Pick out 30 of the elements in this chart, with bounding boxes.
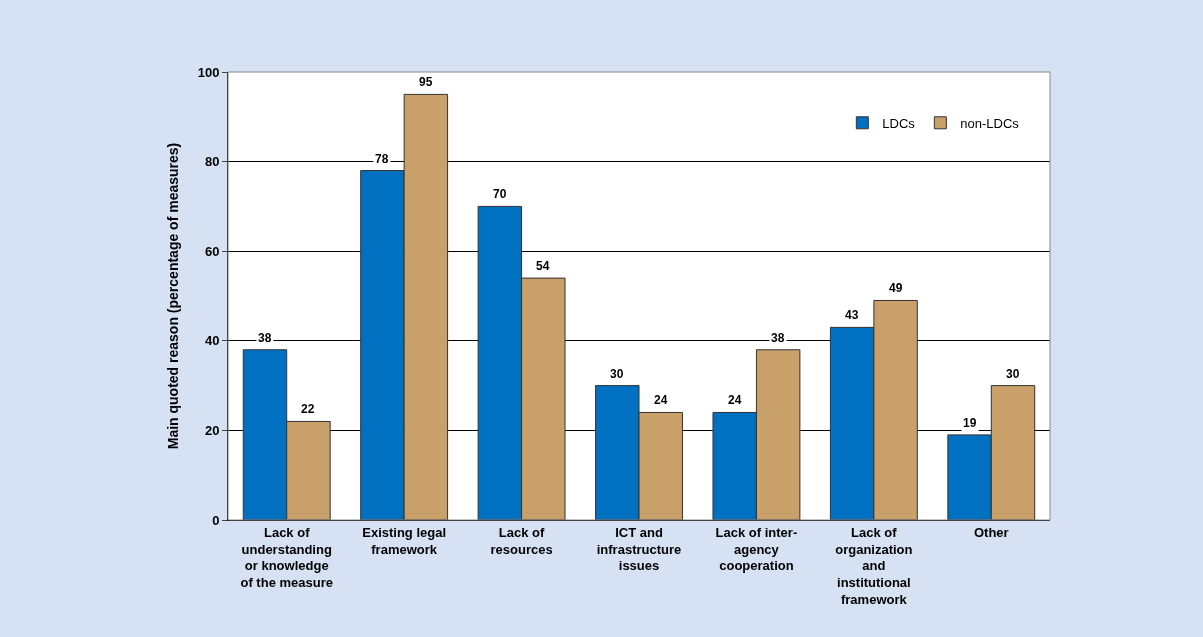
data-label: 24	[654, 393, 668, 407]
data-label: 38	[258, 331, 272, 345]
data-label: 43	[845, 308, 859, 322]
x-tick-label: Lack of understanding or knowledge of the measure	[240, 524, 333, 591]
x-tick-label: Existing legal framework	[362, 524, 447, 557]
data-label: 54	[536, 259, 550, 273]
x-tick-label: Other	[973, 524, 1009, 540]
data-label: 22	[301, 402, 315, 416]
y-tick-label: 80	[204, 154, 220, 170]
data-label: 70	[493, 187, 507, 201]
data-label: 30	[610, 367, 624, 381]
y-tick-label: 60	[204, 243, 220, 259]
y-tick-label: 20	[204, 422, 220, 438]
y-tick-label: 100	[197, 64, 220, 80]
data-label: 95	[419, 75, 433, 89]
data-label: 24	[728, 393, 742, 407]
data-label: 38	[771, 331, 785, 345]
x-tick-label: Lack of organization and institutional framework	[835, 524, 913, 608]
data-label: 30	[1006, 367, 1020, 381]
y-tick-label: 40	[204, 333, 220, 349]
x-tick-label: Lack of inter-agency cooperation	[715, 524, 798, 574]
data-label: 49	[889, 281, 903, 295]
data-label: 78	[375, 152, 389, 166]
x-tick-label: ICT and infrastructure issues	[596, 524, 682, 574]
data-label: 19	[963, 416, 977, 430]
legend-label: LDCs	[882, 115, 916, 131]
y-tick-label: 0	[212, 512, 220, 528]
legend-label: non-LDCs	[960, 115, 1020, 131]
y-axis-title: Main quoted reason (percentage of measures)	[165, 142, 182, 450]
x-tick-label: Lack of resources	[490, 524, 553, 557]
